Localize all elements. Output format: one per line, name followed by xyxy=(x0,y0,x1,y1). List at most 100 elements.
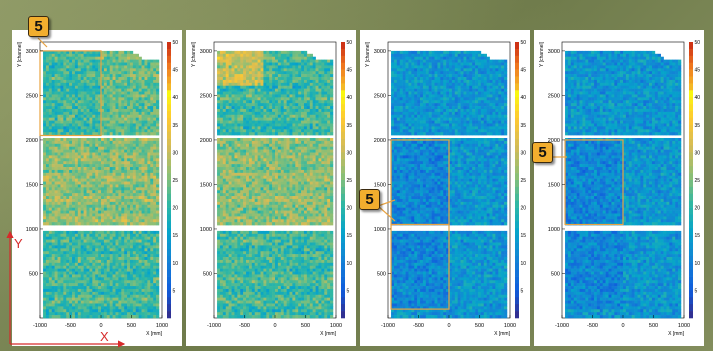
colorbar-tick-label: 25 xyxy=(521,178,527,184)
colorbar-tick-label: 50 xyxy=(695,40,701,46)
heatmap-panel-2: -1000 -500 0 500 1000 500 1000 1500 2000 2500 3000… xyxy=(186,30,356,346)
x-axis-label: X [mm] xyxy=(494,331,510,337)
colorbar-tick-label: 5 xyxy=(695,288,698,294)
colorbar-tick-label: 20 xyxy=(695,206,701,212)
colorbar-tick-label: 30 xyxy=(347,150,353,156)
colorbar-tick-label: 25 xyxy=(347,178,353,184)
x-tick-label: 500 xyxy=(649,323,658,329)
y-tick-label: 3000 xyxy=(26,49,38,55)
y-tick-label: 2500 xyxy=(548,93,560,99)
x-tick-label: 0 xyxy=(447,323,450,329)
x-tick-label: -500 xyxy=(65,323,76,329)
y-tick-label: 500 xyxy=(29,271,38,277)
colorbar-tick-label: 15 xyxy=(521,233,527,239)
x-tick-label: 1000 xyxy=(678,323,690,329)
highlight-box xyxy=(390,223,450,310)
colorbar-tick-label: 50 xyxy=(521,40,527,46)
colorbar-tick-label: 30 xyxy=(173,150,179,156)
y-tick-label: 2500 xyxy=(374,93,386,99)
x-axis-letter: X xyxy=(100,329,109,344)
y-tick-label: 1000 xyxy=(548,227,560,233)
colorbar-tick-label: 10 xyxy=(695,261,701,267)
colorbar-tick-label: 40 xyxy=(695,95,701,101)
colorbar-tick-label: 35 xyxy=(521,123,527,129)
colorbar-tick-label: 20 xyxy=(521,206,527,212)
y-tick-label: 1000 xyxy=(374,227,386,233)
y-tick-label: 3000 xyxy=(548,49,560,55)
y-tick-label: 2500 xyxy=(200,93,212,99)
y-tick-label: 2000 xyxy=(374,138,386,144)
heatmap-cells xyxy=(565,50,682,319)
highlight-box xyxy=(39,50,102,137)
x-axis-label: X [mm] xyxy=(320,331,336,337)
y-tick-label: 2000 xyxy=(200,138,212,144)
x-tick-label: -1000 xyxy=(33,323,47,329)
y-tick-label: 500 xyxy=(551,271,560,277)
x-axis-label: X [mm] xyxy=(146,331,162,337)
heatmap-plot-4: -1000 -500 0 500 1000 500 1000 1500 2000 2500 3000… xyxy=(539,40,701,337)
colorbar xyxy=(167,42,171,319)
x-tick-label: -500 xyxy=(413,323,424,329)
colorbar-tick-label: 40 xyxy=(521,95,527,101)
x-tick-label: 0 xyxy=(621,323,624,329)
colorbar-tick-label: 15 xyxy=(173,233,179,239)
y-axis-label: Y [channel] xyxy=(191,41,197,67)
colorbar-tick-label: 15 xyxy=(347,233,353,239)
y-tick-label: 2500 xyxy=(26,93,38,99)
y-tick-label: 1000 xyxy=(200,227,212,233)
colorbar-tick-label: 10 xyxy=(347,261,353,267)
y-tick-label: 3000 xyxy=(200,49,212,55)
colorbar-tick-label: 15 xyxy=(695,233,701,239)
y-axis-label: Y [channel] xyxy=(365,41,371,67)
colorbar-tick-label: 20 xyxy=(173,206,179,212)
colorbar-tick-label: 35 xyxy=(173,123,179,129)
x-tick-label: 1000 xyxy=(504,323,516,329)
y-tick-label: 3000 xyxy=(374,49,386,55)
colorbar-tick-label: 25 xyxy=(173,178,179,184)
y-tick-label: 2000 xyxy=(548,138,560,144)
y-tick-label: 1500 xyxy=(374,182,386,188)
x-tick-label: 1000 xyxy=(156,323,168,329)
colorbar xyxy=(341,42,345,319)
colorbar-tick-label: 35 xyxy=(695,123,701,129)
heatmap-panel-3: -1000 -500 0 500 1000 500 1000 1500 2000 2500 3000… xyxy=(360,30,530,346)
colorbar-tick-label: 30 xyxy=(521,150,527,156)
colorbar-tick-label: 10 xyxy=(521,261,527,267)
heatmap-panel-1: -1000 -500 0 500 1000 500 1000 1500 2000 2500 3000… xyxy=(12,30,182,346)
y-tick-label: 500 xyxy=(377,271,386,277)
colorbar-tick-label: 5 xyxy=(347,288,350,294)
y-tick-label: 500 xyxy=(203,271,212,277)
y-tick-label: 1500 xyxy=(26,182,38,188)
y-axis-label: Y [channel] xyxy=(539,41,545,67)
x-tick-label: 500 xyxy=(127,323,136,329)
colorbar-tick-label: 20 xyxy=(347,206,353,212)
x-tick-label: 0 xyxy=(273,323,276,329)
colorbar-tick-label: 45 xyxy=(695,68,701,74)
colorbar-tick-label: 45 xyxy=(173,68,179,74)
colorbar-tick-label: 5 xyxy=(173,288,176,294)
colorbar-tick-label: 50 xyxy=(347,40,353,46)
colorbar-tick-label: 5 xyxy=(521,288,524,294)
x-tick-label: -1000 xyxy=(381,323,395,329)
colorbar-tick-label: 25 xyxy=(695,178,701,184)
heatmap-plot-3: -1000 -500 0 500 1000 500 1000 1500 2000 2500 3000… xyxy=(365,40,527,337)
y-tick-label: 1000 xyxy=(26,227,38,233)
x-tick-label: 0 xyxy=(99,323,102,329)
colorbar-tick-label: 40 xyxy=(173,95,179,101)
x-tick-label: 500 xyxy=(475,323,484,329)
x-tick-label: -500 xyxy=(239,323,250,329)
y-axis-letter: Y xyxy=(14,236,23,251)
callout-badge-1: 5 xyxy=(28,16,49,37)
colorbar xyxy=(515,42,519,319)
x-tick-label: 500 xyxy=(301,323,310,329)
colorbar-tick-label: 40 xyxy=(347,95,353,101)
heatmap-plot-1: -1000 -500 0 500 1000 500 1000 1500 2000 2500 3000… xyxy=(17,40,179,337)
colorbar xyxy=(689,42,693,319)
x-tick-label: 1000 xyxy=(330,323,342,329)
x-axis-label: X [mm] xyxy=(668,331,684,337)
y-tick-label: 1500 xyxy=(548,182,560,188)
heatmap-cells xyxy=(43,50,160,319)
x-tick-label: -1000 xyxy=(207,323,221,329)
colorbar-tick-label: 30 xyxy=(695,150,701,156)
heatmap-panel-4: -1000 -500 0 500 1000 500 1000 1500 2000 2500 3000… xyxy=(534,30,704,346)
